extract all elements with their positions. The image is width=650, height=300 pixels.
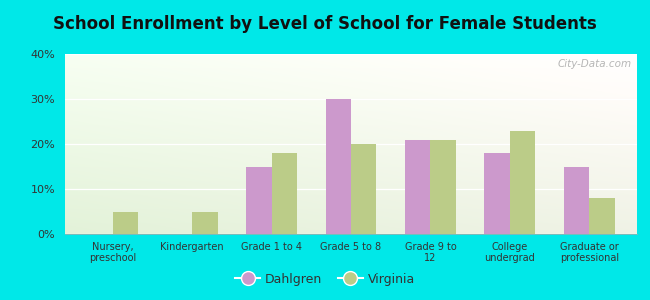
Bar [430,140,456,234]
Bar [510,130,536,234]
Text: City-Data.com: City-Data.com [557,59,631,69]
Text: School Enrollment by Level of School for Female Students: School Enrollment by Level of School for… [53,15,597,33]
Bar [484,153,510,234]
Bar [351,144,376,234]
Bar [246,167,272,234]
Bar [112,212,138,234]
Bar [405,140,430,234]
Bar [564,167,590,234]
Bar [192,212,218,234]
Bar [590,198,615,234]
Bar [272,153,297,234]
Bar [326,99,351,234]
Legend: Dahlgren, Virginia: Dahlgren, Virginia [230,268,420,291]
